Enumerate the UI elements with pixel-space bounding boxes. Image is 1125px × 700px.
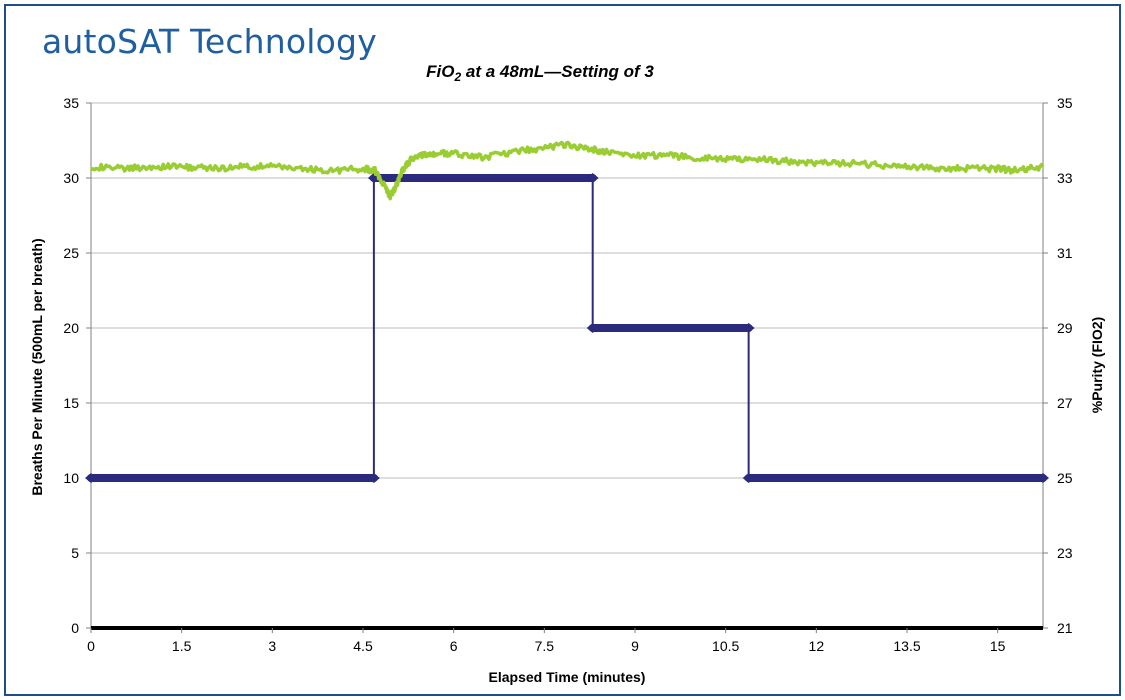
y-tick-label: 35: [63, 95, 79, 111]
y2-tick-label: 29: [1057, 320, 1073, 336]
x-tick-label: 1.5: [172, 638, 192, 654]
y-tick-label: 15: [63, 395, 79, 411]
bpm-point-marker: [1037, 473, 1049, 483]
chart-title-subscript: 2: [453, 70, 461, 84]
y2-tick-label: 25: [1057, 470, 1073, 486]
x-tick-label: 7.5: [535, 638, 555, 654]
brand-title: autoSAT Technology: [42, 22, 377, 61]
y-tick-label: 5: [71, 545, 79, 561]
x-tick-label: 15: [990, 638, 1006, 654]
y2-tick-label: 21: [1057, 620, 1073, 636]
y-tick-label: 10: [63, 470, 79, 486]
bpm-point-marker: [586, 323, 599, 333]
x-tick-label: 6: [450, 638, 458, 654]
y-tick-label: 0: [71, 620, 79, 636]
x-tick-label: 9: [631, 638, 639, 654]
bpm-point-marker: [742, 323, 755, 333]
x-tick-label: 4.5: [353, 638, 373, 654]
y2-tick-label: 35: [1057, 95, 1073, 111]
y2-tick-label: 27: [1057, 395, 1073, 411]
chart-frame: [4, 4, 1121, 696]
y-tick-label: 25: [63, 245, 79, 261]
fio2-series-line: [90, 140, 1045, 201]
bpm-point-marker: [742, 473, 755, 483]
x-tick-label: 10.5: [712, 638, 739, 654]
x-axis-title: Elapsed Time (minutes): [489, 669, 646, 685]
bpm-point-marker: [367, 473, 380, 483]
y2-tick-label: 33: [1057, 170, 1073, 186]
chart-title-suffix: at a 48mL—Setting of 3: [461, 62, 654, 81]
x-tick-label: 3: [268, 638, 276, 654]
chart-title: FiO2 at a 48mL—Setting of 3: [426, 62, 654, 84]
chart-title-prefix: FiO: [426, 62, 454, 81]
bpm-point-marker: [85, 473, 97, 483]
y2-tick-label: 23: [1057, 545, 1073, 561]
plot-area: 0 5 10 15 20 25 30 35 21 23 25 27 29 31 33 35 0 1.5 3 4.5 6 7…: [63, 95, 1072, 654]
bpm-point-marker: [586, 173, 599, 183]
y-axis-title: Breaths Per Minute (500mL per breath): [29, 238, 45, 495]
x-tick-label: 0: [87, 638, 95, 654]
x-tick-label: 13.5: [893, 638, 920, 654]
y-tick-label: 30: [63, 170, 79, 186]
y-tick-label: 20: [63, 320, 79, 336]
y2-axis-title: %Purity (FIO2): [1089, 317, 1105, 413]
y2-tick-label: 31: [1057, 245, 1073, 261]
x-tick-label: 12: [809, 638, 825, 654]
